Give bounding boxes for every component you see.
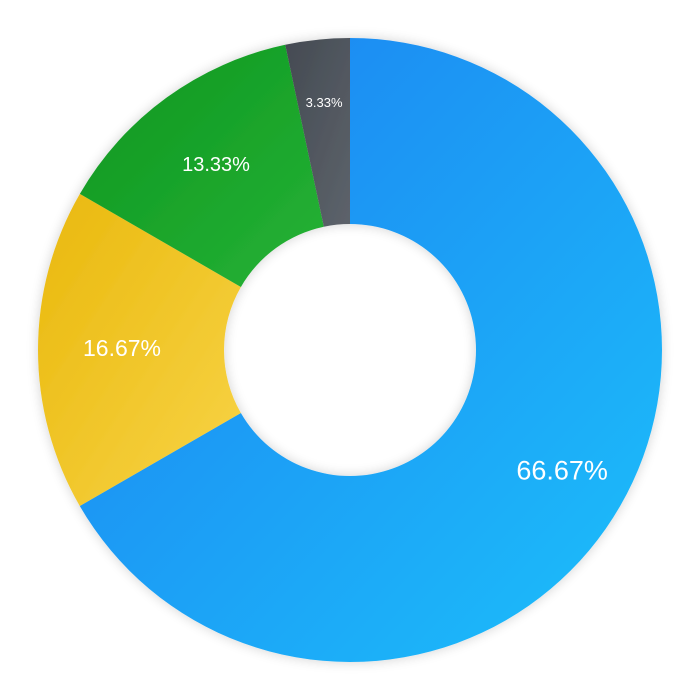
slice-label-2: 13.33% xyxy=(182,154,250,176)
donut-slice-1[interactable] xyxy=(38,193,241,506)
slice-label-1: 16.67% xyxy=(83,335,161,361)
donut-slice-0[interactable] xyxy=(79,38,662,662)
labels-layer: 66.67% 16.67% 13.33% 3.33% xyxy=(83,95,608,486)
donut-slice-2[interactable] xyxy=(79,44,324,287)
slices-layer xyxy=(38,38,662,662)
slice-label-3: 3.33% xyxy=(306,95,343,110)
donut-slice-3[interactable] xyxy=(285,38,350,227)
slice-label-0: 66.67% xyxy=(516,456,608,486)
